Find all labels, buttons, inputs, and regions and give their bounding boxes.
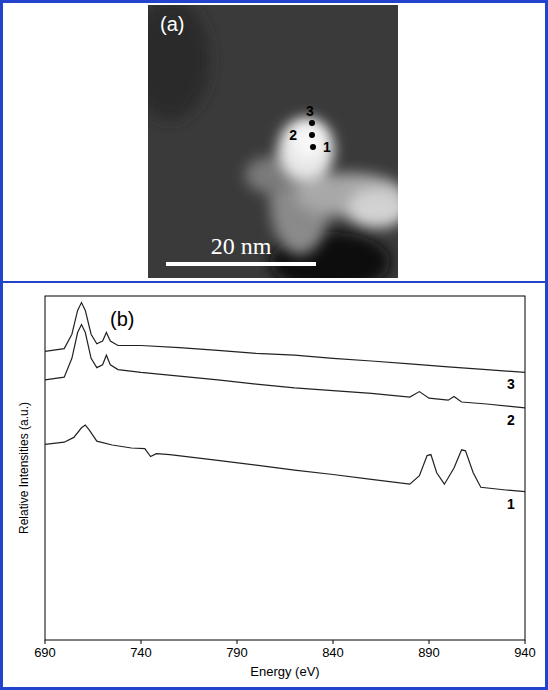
spectrum-line xyxy=(45,303,525,373)
x-tick-label: 890 xyxy=(418,645,440,660)
x-tick-label: 940 xyxy=(514,645,536,660)
particle xyxy=(278,118,334,182)
series-label: 3 xyxy=(507,376,515,392)
point-label: 1 xyxy=(323,139,331,155)
spectra xyxy=(45,303,525,492)
x-tick xyxy=(525,640,526,644)
y-axis-title: Relative Intensities (a.u.) xyxy=(17,402,31,534)
x-tick xyxy=(45,640,46,644)
x-tick-label: 740 xyxy=(130,645,152,660)
series-label: 2 xyxy=(507,412,515,428)
x-tick xyxy=(237,640,238,644)
particle xyxy=(348,188,398,228)
x-tick xyxy=(333,640,334,644)
scale-bar-label: 20 nm xyxy=(211,233,272,259)
x-tick xyxy=(429,640,430,644)
series-label: 1 xyxy=(507,496,515,512)
panel-label: (a) xyxy=(160,13,184,35)
x-tick xyxy=(141,640,142,644)
measure-point xyxy=(309,132,315,138)
point-label: 2 xyxy=(289,127,297,143)
measure-point xyxy=(309,120,315,126)
panel-divider xyxy=(2,281,547,283)
x-axis-title: Energy (eV) xyxy=(250,664,319,679)
spectrum-line xyxy=(45,425,525,492)
panel-label: (b) xyxy=(110,308,134,330)
figure-border xyxy=(2,2,547,689)
measure-point xyxy=(310,144,316,150)
scale-bar xyxy=(166,262,316,266)
micrograph xyxy=(148,5,398,278)
particle xyxy=(148,5,210,120)
figure: (a)20 nm321690740790840890940Energy (eV)… xyxy=(0,0,548,690)
x-tick-label: 790 xyxy=(226,645,248,660)
x-tick-label: 690 xyxy=(34,645,56,660)
point-label: 3 xyxy=(306,103,314,119)
plot-frame xyxy=(45,296,525,640)
x-tick-label: 840 xyxy=(322,645,344,660)
spectrum-line xyxy=(45,325,525,408)
